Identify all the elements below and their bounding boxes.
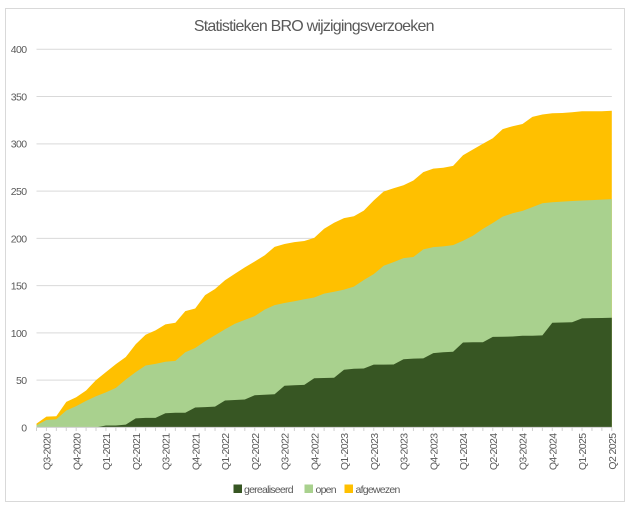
svg-text:gerealiseerd: gerealiseerd [244,484,294,496]
svg-text:Q2-2021: Q2-2021 [131,433,143,470]
svg-text:250: 250 [11,186,27,198]
svg-text:Q1-2022: Q1-2022 [220,433,232,470]
svg-text:400: 400 [11,44,27,56]
svg-text:Q2 2025: Q2 2025 [607,433,619,470]
svg-text:0: 0 [21,422,27,434]
svg-text:Q3-2020: Q3-2020 [42,433,54,470]
svg-text:Q3-2022: Q3-2022 [280,433,292,470]
svg-text:open: open [316,484,337,496]
svg-text:Q1-2024: Q1-2024 [458,433,470,470]
svg-text:150: 150 [11,281,27,293]
svg-text:Q1-2025: Q1-2025 [577,433,589,470]
svg-text:Q2-2024: Q2-2024 [488,433,500,470]
svg-text:Q4-2023: Q4-2023 [428,433,440,470]
svg-text:100: 100 [11,328,27,340]
svg-text:Q2-2022: Q2-2022 [250,433,262,470]
svg-text:300: 300 [11,139,27,151]
svg-text:Q3-2024: Q3-2024 [518,433,530,470]
svg-text:350: 350 [11,91,27,103]
svg-text:Statistieken BRO wijzigingsver: Statistieken BRO wijzigingsverzoeken [194,18,434,35]
svg-text:Q1-2023: Q1-2023 [339,433,351,470]
svg-text:Q1-2021: Q1-2021 [101,433,113,470]
svg-text:Q4-2020: Q4-2020 [71,433,83,470]
svg-text:200: 200 [11,233,27,245]
svg-text:Q4-2021: Q4-2021 [190,433,202,470]
svg-text:Q4-2022: Q4-2022 [309,433,321,470]
svg-text:Q3-2023: Q3-2023 [399,433,411,470]
svg-text:50: 50 [16,375,27,387]
svg-text:Q3-2021: Q3-2021 [161,433,173,470]
svg-text:Q4-2024: Q4-2024 [547,433,559,470]
svg-text:Q2-2023: Q2-2023 [369,433,381,470]
svg-text:afgewezen: afgewezen [356,484,401,496]
